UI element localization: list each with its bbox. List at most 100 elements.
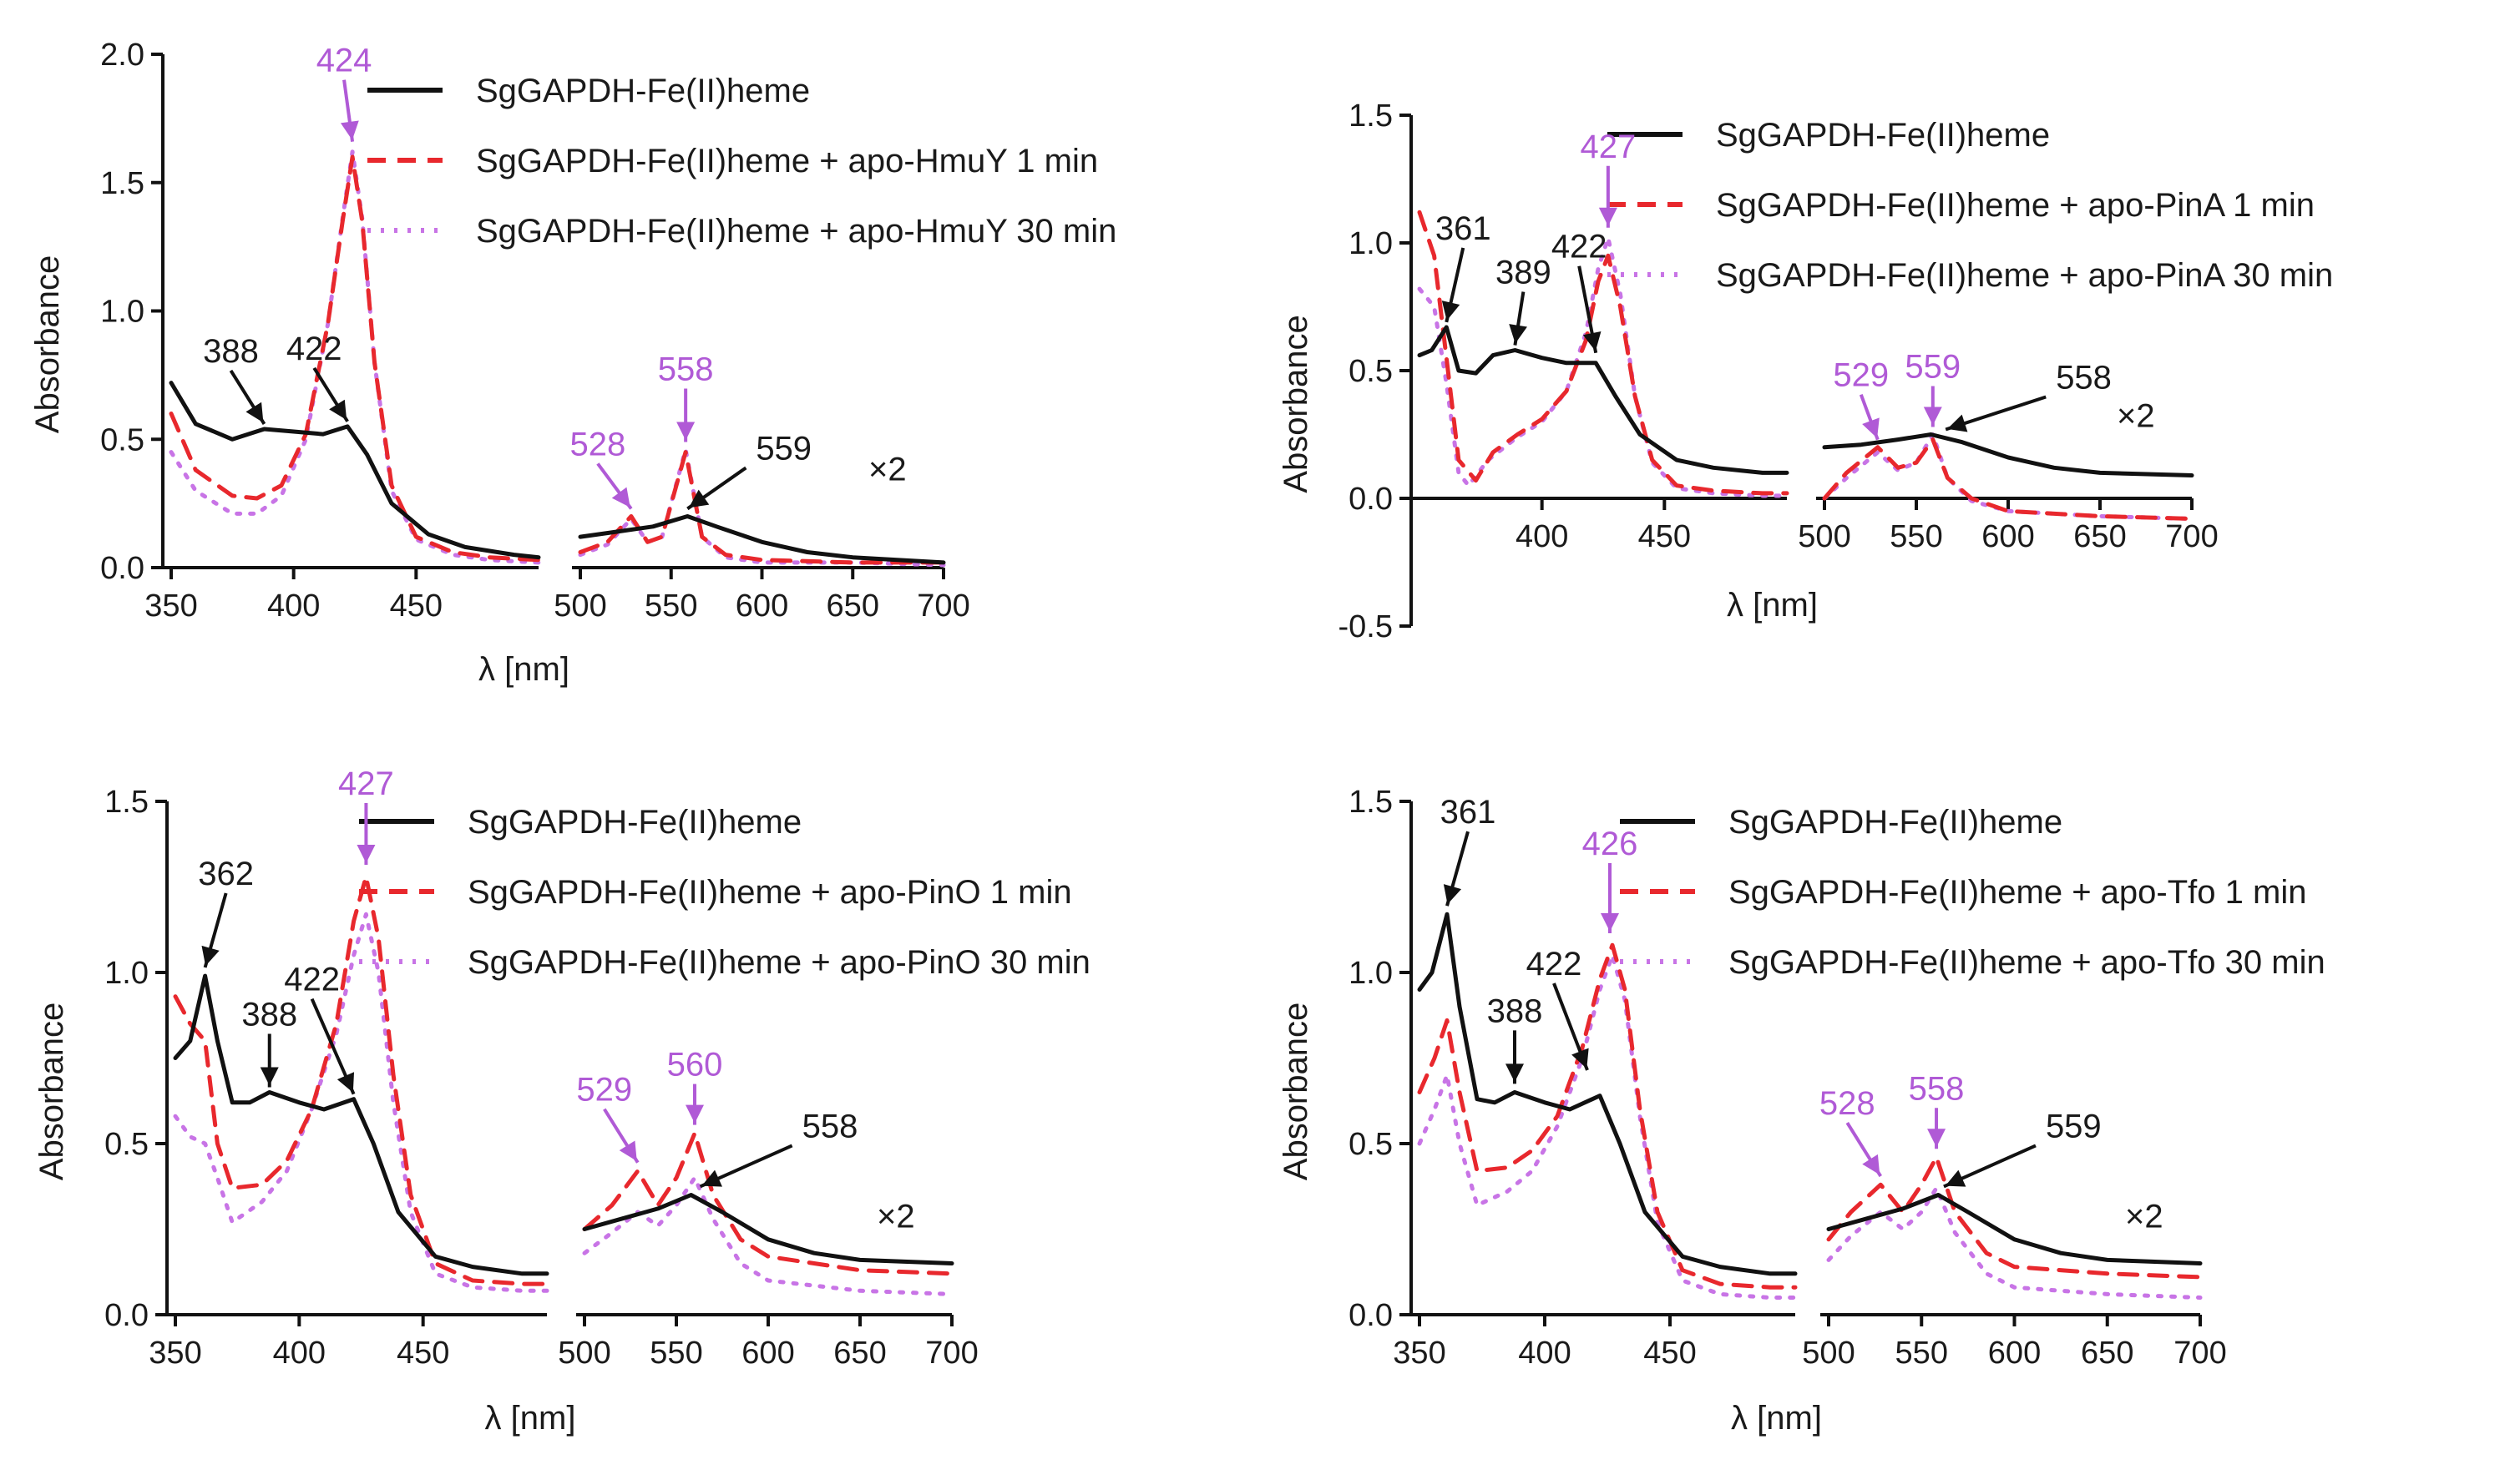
x-tick-label: 650: [2081, 1336, 2133, 1371]
annotation-arrow-head: [686, 1104, 704, 1124]
series-line-3-left: [1417, 235, 1789, 498]
annotation-arrow-head: [701, 1169, 722, 1187]
annotation-arrow-head: [619, 1140, 637, 1162]
annotation-arrow-head: [1505, 1063, 1524, 1083]
series-line-3-right: [582, 1175, 954, 1296]
y-axis-title: Absorbance: [29, 255, 66, 433]
annotation-arrow-head: [1571, 1048, 1589, 1069]
annotation-label: 559: [756, 430, 812, 467]
series-line-2-right: [1822, 437, 2194, 521]
x-tick-label: 350: [144, 588, 197, 624]
scale-factor-label: ×2: [877, 1198, 915, 1235]
x-tick-label: 450: [390, 588, 443, 624]
x-tick-label: 650: [2073, 519, 2126, 554]
annotation-arrow-head: [1598, 207, 1617, 226]
series-line-3-left: [169, 149, 541, 565]
series-line-2-left: [173, 874, 549, 1286]
annotation-label: 361: [1435, 210, 1491, 247]
x-axis-title: λ [nm]: [485, 1400, 576, 1437]
series-line-3-right: [1826, 1185, 2203, 1300]
legend-entry-3: SgGAPDH-Fe(II)heme + apo-PinA 30 min: [1716, 257, 2333, 294]
y-tick-label: 1.0: [100, 295, 144, 330]
annotation-arrow-head: [1443, 884, 1462, 905]
annotation-arrow-head: [1945, 1169, 1966, 1187]
series-line-1-right: [582, 1193, 954, 1265]
y-tick-label: 1.0: [1349, 226, 1393, 261]
legend-entry-3: SgGAPDH-Fe(II)heme + apo-PinO 30 min: [468, 944, 1090, 981]
legend-entry-2: SgGAPDH-Fe(II)heme + apo-PinA 1 min: [1716, 187, 2315, 224]
annotation-arrow-head: [1927, 1129, 1946, 1148]
y-axis-title: Absorbance: [33, 1003, 70, 1180]
series-line-1-left: [1417, 325, 1789, 475]
y-tick-label: 1.5: [100, 166, 144, 201]
x-tick-label: 550: [1890, 519, 1942, 554]
scale-factor-label: ×2: [868, 451, 907, 487]
y-tick-label: 0.5: [100, 422, 144, 457]
x-tick-label: 700: [917, 588, 969, 624]
annotation-arrow-head: [245, 402, 264, 423]
annotation-label: 426: [1582, 826, 1638, 862]
x-tick-label: 700: [925, 1336, 978, 1371]
annotation-label: 427: [1580, 129, 1636, 165]
x-tick-label: 450: [1638, 519, 1691, 554]
annotation-arrow-head: [357, 845, 376, 863]
series-line-1-left: [173, 973, 549, 1276]
legend-entry-3: SgGAPDH-Fe(II)heme + apo-HmuY 30 min: [476, 213, 1116, 250]
legend-entry-1: SgGAPDH-Fe(II)heme: [1716, 117, 2050, 154]
chart-panel-1: 0.0 0.5 1.0 1.5 2.0 Absorbance 350 400 450 500 550…: [29, 38, 1116, 688]
annotation-arrow-head: [676, 422, 696, 441]
x-tick-label: 450: [397, 1336, 449, 1371]
chart-panel-3: 0.0 0.5 1.0 1.5 Absorbance 350 400 450 500 550 600…: [33, 765, 1090, 1437]
annotation-label: 529: [1833, 357, 1889, 394]
x-tick-label: 400: [1518, 1336, 1571, 1371]
y-tick-label: 0.0: [1349, 482, 1393, 517]
annotation-arrow-head: [1923, 407, 1942, 426]
series-line-1-right: [1826, 1193, 2203, 1265]
annotation-arrow-head: [688, 489, 710, 508]
series-line-3-left: [1417, 953, 1798, 1300]
y-tick-label: 0.5: [104, 1127, 149, 1162]
y-tick-label: 0.5: [1349, 354, 1393, 389]
y-tick-label: 0.0: [104, 1298, 149, 1333]
x-tick-label: 600: [741, 1336, 794, 1371]
x-tick-label: 550: [650, 1336, 702, 1371]
annotation-arrow-head: [201, 945, 220, 967]
annotation-arrow-head: [1862, 417, 1880, 438]
annotation-arrow-head: [1441, 301, 1460, 321]
x-tick-label: 550: [645, 588, 697, 624]
annotation-label: 558: [658, 351, 714, 387]
annotation-label: 559: [2046, 1108, 2102, 1144]
annotation-label: 560: [667, 1047, 723, 1083]
annotation-label: 388: [1487, 993, 1543, 1029]
annotation-label: 422: [286, 331, 342, 367]
x-tick-label: 500: [554, 588, 606, 624]
x-axis-title: λ [nm]: [1731, 1400, 1822, 1437]
annotation-label: 558: [1909, 1070, 1965, 1107]
x-axis-title: λ [nm]: [478, 651, 569, 688]
legend-entry-2: SgGAPDH-Fe(II)heme + apo-HmuY 1 min: [476, 143, 1098, 179]
annotation-arrow-head: [1509, 324, 1527, 344]
annotation-arrow-head: [1862, 1154, 1880, 1175]
annotation-label: 528: [1819, 1085, 1875, 1122]
series-line-2-right: [582, 1131, 954, 1276]
legend-entry-2: SgGAPDH-Fe(II)heme + apo-PinO 1 min: [468, 874, 1072, 911]
annotation-label: 422: [1551, 229, 1607, 265]
y-axis-title: Absorbance: [1278, 1003, 1314, 1180]
chart-panel-4: 0.0 0.5 1.0 1.5 Absorbance 350 400 450 500 550 600…: [1278, 785, 2325, 1437]
legend-entry-2: SgGAPDH-Fe(II)heme + apo-Tfo 1 min: [1728, 874, 2306, 911]
legend-entry-1: SgGAPDH-Fe(II)heme: [1728, 804, 2062, 841]
series-line-1-left: [169, 381, 541, 560]
series-line-3-left: [173, 912, 549, 1293]
y-axis-title: Absorbance: [1278, 315, 1314, 492]
y-tick-label: 0.0: [1349, 1298, 1393, 1333]
x-tick-label: 600: [1988, 1336, 2041, 1371]
annotation-label: 427: [338, 765, 394, 802]
annotation-label: 559: [1905, 348, 1961, 385]
x-tick-label: 500: [1802, 1336, 1855, 1371]
series-line-1-left: [1417, 912, 1798, 1276]
series-line-2-right: [578, 450, 946, 565]
series-line-1-right: [578, 514, 946, 565]
series-line-2-left: [1417, 942, 1798, 1290]
annotation-arrow-head: [260, 1067, 279, 1086]
x-tick-label: 600: [736, 588, 788, 624]
